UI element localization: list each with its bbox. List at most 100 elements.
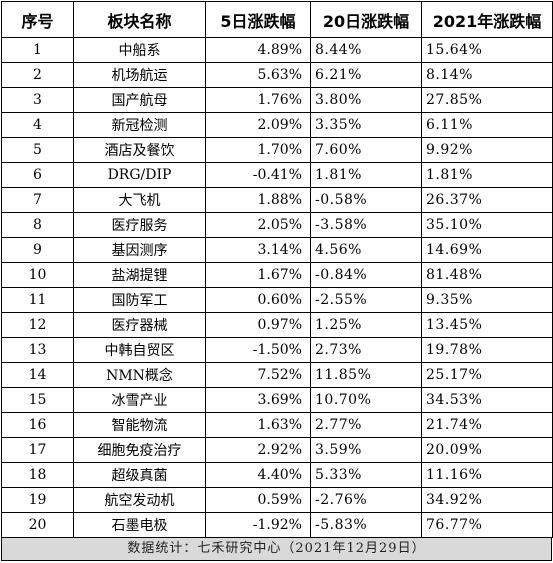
table-row: 17 细胞免疫治疗 2.92% 3.59% 20.09% [1, 437, 553, 463]
sector-name: DRG/DIP [73, 162, 206, 188]
sector-name: 冰雪产业 [73, 387, 206, 413]
change-5day: 4.40% [205, 462, 311, 488]
sector-name: 中韩自贸区 [73, 337, 206, 363]
header-5day-change: 5日涨跌幅 [205, 1, 311, 38]
change-20day: 11.85% [310, 362, 422, 388]
table-row: 6 DRG/DIP -0.41% 1.81% 1.81% [1, 162, 553, 188]
change-5day: 5.63% [205, 62, 311, 88]
table-row: 18 超级真菌 4.40% 5.33% 11.16% [1, 462, 553, 488]
header-20day-change: 20日涨跌幅 [310, 1, 422, 38]
change-20day: 2.77% [310, 412, 422, 438]
change-5day: -1.92% [205, 512, 311, 538]
change-5day: 1.88% [205, 187, 311, 213]
change-2021: 27.85% [421, 87, 553, 113]
row-index: 12 [1, 312, 74, 338]
change-2021: 9.35% [421, 287, 553, 313]
change-5day: 0.97% [205, 312, 311, 338]
data-source-footer: 数据统计：七禾研究中心（2021年12月29日） [1, 538, 552, 561]
change-2021: 6.11% [421, 112, 553, 138]
change-20day: -5.83% [310, 512, 422, 538]
table-row: 7 大飞机 1.88% -0.58% 26.37% [1, 187, 553, 213]
change-20day: 3.80% [310, 87, 422, 113]
change-20day: 2.73% [310, 337, 422, 363]
row-index: 17 [1, 437, 74, 463]
change-20day: 3.59% [310, 437, 422, 463]
table-row: 11 国防军工 0.60% -2.55% 9.35% [1, 287, 553, 313]
change-2021: 19.78% [421, 337, 553, 363]
table-row: 9 基因测序 3.14% 4.56% 14.69% [1, 237, 553, 263]
table-row: 14 NMN概念 7.52% 11.85% 25.17% [1, 362, 553, 388]
row-index: 7 [1, 187, 74, 213]
change-2021: 35.10% [421, 212, 553, 238]
table-row: 2 机场航运 5.63% 6.21% 8.14% [1, 62, 553, 88]
table-row: 19 航空发动机 0.59% -2.76% 34.92% [1, 487, 553, 513]
change-20day: 8.44% [310, 37, 422, 63]
change-2021: 81.48% [421, 262, 553, 288]
table-row: 8 医疗服务 2.05% -3.58% 35.10% [1, 212, 553, 238]
change-2021: 34.92% [421, 487, 553, 513]
change-20day: 1.81% [310, 162, 422, 188]
table-row: 1 中船系 4.89% 8.44% 15.64% [1, 37, 553, 63]
change-5day: 1.76% [205, 87, 311, 113]
change-5day: 1.63% [205, 412, 311, 438]
sector-name: 盐湖提锂 [73, 262, 206, 288]
sector-name: 机场航运 [73, 62, 206, 88]
row-index: 19 [1, 487, 74, 513]
row-index: 16 [1, 412, 74, 438]
sector-name: 超级真菌 [73, 462, 206, 488]
change-20day: -0.84% [310, 262, 422, 288]
change-20day: -0.58% [310, 187, 422, 213]
change-20day: 4.56% [310, 237, 422, 263]
change-5day: -1.50% [205, 337, 311, 363]
row-index: 13 [1, 337, 74, 363]
sector-name: 石墨电极 [73, 512, 206, 538]
row-index: 2 [1, 62, 74, 88]
table-row: 12 医疗器械 0.97% 1.25% 13.45% [1, 312, 553, 338]
change-20day: 10.70% [310, 387, 422, 413]
row-index: 4 [1, 112, 74, 138]
row-index: 15 [1, 387, 74, 413]
table-header-row: 序号 板块名称 5日涨跌幅 20日涨跌幅 2021年涨跌幅 [1, 1, 553, 38]
change-2021: 26.37% [421, 187, 553, 213]
change-5day: 3.14% [205, 237, 311, 263]
row-index: 5 [1, 137, 74, 163]
change-20day: 3.35% [310, 112, 422, 138]
change-2021: 8.14% [421, 62, 553, 88]
row-index: 14 [1, 362, 74, 388]
sector-name: 国产航母 [73, 87, 206, 113]
sector-name: NMN概念 [73, 362, 206, 388]
change-5day: 2.92% [205, 437, 311, 463]
sector-name: 智能物流 [73, 412, 206, 438]
change-20day: 1.25% [310, 312, 422, 338]
sector-name: 新冠检测 [73, 112, 206, 138]
table-row: 5 酒店及餐饮 1.70% 7.60% 9.92% [1, 137, 553, 163]
header-sector-name: 板块名称 [73, 1, 206, 38]
header-2021-change: 2021年涨跌幅 [421, 1, 553, 38]
change-2021: 34.53% [421, 387, 553, 413]
change-20day: -2.55% [310, 287, 422, 313]
change-5day: 2.09% [205, 112, 311, 138]
change-20day: -2.76% [310, 487, 422, 513]
table-row: 10 盐湖提锂 1.67% -0.84% 81.48% [1, 262, 553, 288]
row-index: 18 [1, 462, 74, 488]
change-2021: 21.74% [421, 412, 553, 438]
sector-name: 细胞免疫治疗 [73, 437, 206, 463]
change-20day: 6.21% [310, 62, 422, 88]
row-index: 20 [1, 512, 74, 538]
sector-name: 医疗器械 [73, 312, 206, 338]
change-20day: 7.60% [310, 137, 422, 163]
change-20day: -3.58% [310, 212, 422, 238]
change-5day: 4.89% [205, 37, 311, 63]
change-5day: 1.70% [205, 137, 311, 163]
sector-name: 基因测序 [73, 237, 206, 263]
table-row: 4 新冠检测 2.09% 3.35% 6.11% [1, 112, 553, 138]
sector-name: 国防军工 [73, 287, 206, 313]
row-index: 11 [1, 287, 74, 313]
header-index: 序号 [1, 1, 74, 38]
row-index: 9 [1, 237, 74, 263]
change-5day: 7.52% [205, 362, 311, 388]
sector-name: 大飞机 [73, 187, 206, 213]
change-2021: 11.16% [421, 462, 553, 488]
table-row: 13 中韩自贸区 -1.50% 2.73% 19.78% [1, 337, 553, 363]
change-2021: 14.69% [421, 237, 553, 263]
